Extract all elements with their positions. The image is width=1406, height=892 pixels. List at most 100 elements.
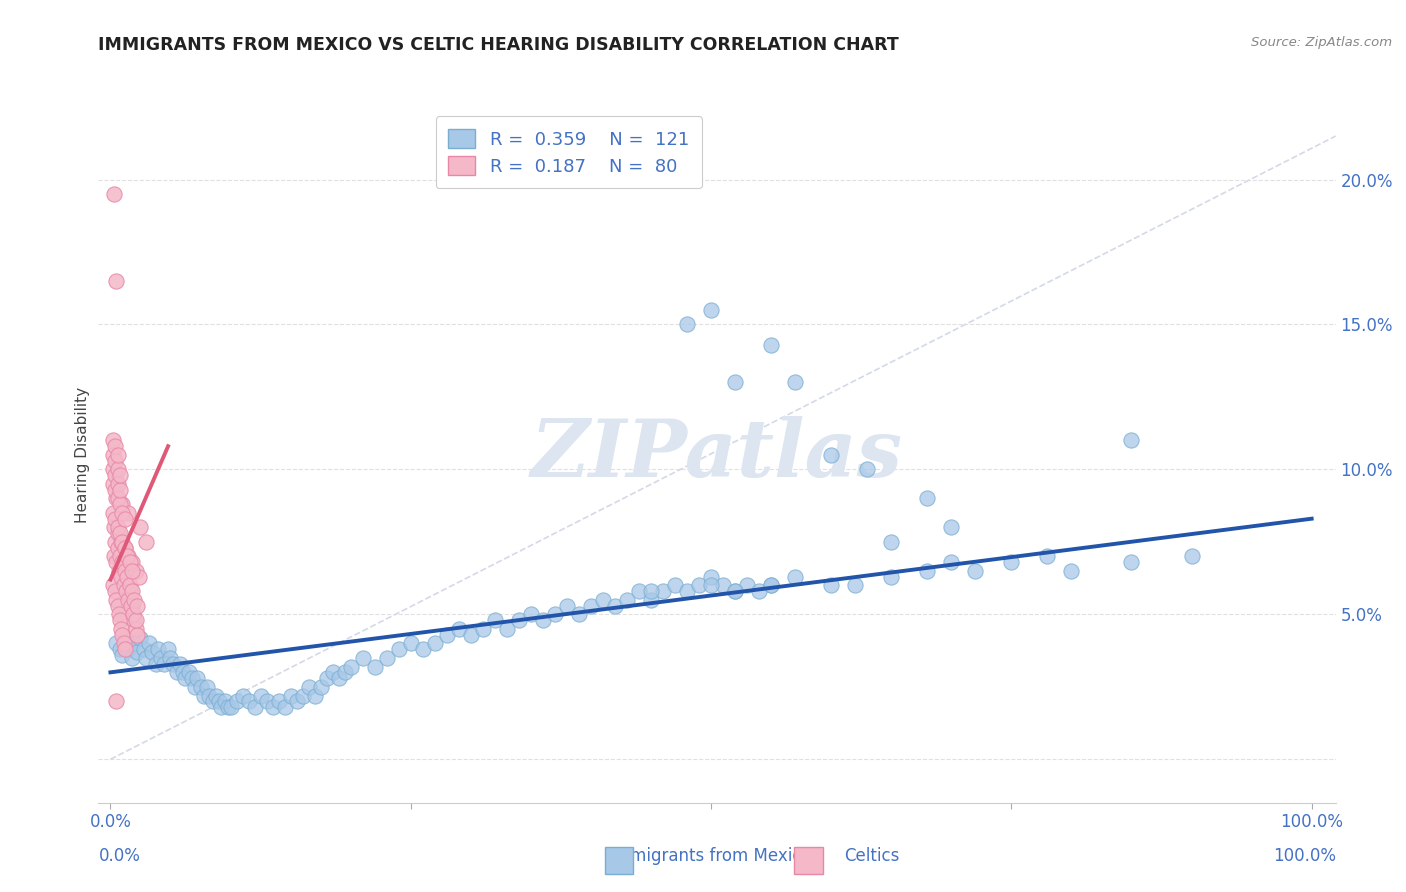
Point: [856, 462, 879, 476]
Point: [129, 520, 152, 534]
Point: [128, 570, 150, 584]
Point: [108, 564, 131, 578]
Point: [285, 694, 308, 708]
Point: [820, 578, 842, 592]
Point: [112, 578, 135, 592]
Point: [735, 578, 758, 592]
Point: [118, 584, 141, 599]
Point: [159, 651, 181, 665]
Point: [531, 613, 554, 627]
Point: [162, 657, 184, 671]
Text: IMMIGRANTS FROM MEXICO VS CELTIC HEARING DISABILITY CORRELATION CHART: IMMIGRANTS FROM MEXICO VS CELTIC HEARING…: [98, 36, 900, 54]
Point: [941, 520, 963, 534]
Point: [101, 476, 124, 491]
Point: [135, 651, 157, 665]
Point: [273, 700, 295, 714]
Point: [724, 584, 747, 599]
Point: [232, 689, 254, 703]
Point: [120, 599, 142, 613]
Point: [101, 462, 124, 476]
Point: [1000, 555, 1022, 569]
Point: [101, 448, 124, 462]
Text: 0.0%: 0.0%: [98, 847, 141, 865]
Point: [195, 680, 218, 694]
Point: [471, 622, 494, 636]
Point: [114, 511, 136, 525]
Point: [117, 578, 139, 592]
Point: [209, 700, 232, 714]
Point: [183, 680, 205, 694]
Point: [388, 642, 411, 657]
Point: [108, 497, 131, 511]
Point: [122, 607, 145, 622]
Point: [141, 645, 163, 659]
Point: [664, 578, 686, 592]
Point: [122, 607, 145, 622]
Point: [700, 303, 723, 318]
Point: [104, 584, 127, 599]
Point: [107, 541, 129, 555]
Point: [640, 592, 662, 607]
Point: [917, 491, 939, 506]
Point: [298, 680, 321, 694]
Point: [104, 534, 127, 549]
Point: [121, 555, 143, 569]
Point: [214, 694, 236, 708]
Point: [111, 555, 134, 569]
Point: [436, 628, 458, 642]
Point: [104, 439, 127, 453]
Point: [125, 599, 148, 613]
Point: [111, 506, 134, 520]
Point: [759, 578, 782, 592]
Point: [225, 694, 247, 708]
Point: [121, 599, 143, 613]
Point: [107, 520, 129, 534]
Point: [700, 578, 723, 592]
Point: [759, 338, 782, 352]
Point: [121, 584, 143, 599]
Point: [132, 642, 155, 657]
Point: [105, 491, 128, 506]
Point: [1121, 555, 1143, 569]
Point: [105, 636, 128, 650]
Point: [108, 642, 131, 657]
Point: [423, 636, 446, 650]
Point: [267, 694, 290, 708]
Point: [105, 555, 128, 569]
Point: [104, 483, 127, 497]
Point: [700, 570, 723, 584]
Point: [108, 483, 131, 497]
Point: [112, 636, 135, 650]
Point: [103, 187, 125, 202]
Point: [118, 578, 141, 592]
Point: [117, 549, 139, 564]
Point: [249, 689, 271, 703]
Point: [103, 520, 125, 534]
Point: [101, 506, 124, 520]
Point: [520, 607, 543, 622]
Point: [495, 622, 517, 636]
Point: [108, 607, 131, 622]
Legend: R =  0.359    N =  121, R =  0.187    N =  80: R = 0.359 N = 121, R = 0.187 N = 80: [436, 116, 702, 188]
Point: [153, 657, 176, 671]
Point: [724, 376, 747, 390]
Point: [105, 592, 128, 607]
Point: [1121, 434, 1143, 448]
Point: [304, 689, 326, 703]
Point: [166, 665, 188, 680]
Point: [820, 448, 842, 462]
Point: [219, 700, 242, 714]
Point: [193, 689, 215, 703]
Point: [114, 564, 136, 578]
Point: [676, 318, 699, 332]
Text: Source: ZipAtlas.com: Source: ZipAtlas.com: [1251, 36, 1392, 49]
Point: [759, 578, 782, 592]
Point: [169, 657, 191, 671]
Text: ZIPatlas: ZIPatlas: [531, 417, 903, 493]
Point: [107, 448, 129, 462]
Point: [117, 506, 139, 520]
Point: [121, 651, 143, 665]
Point: [315, 671, 337, 685]
Point: [114, 541, 136, 555]
Point: [101, 434, 124, 448]
